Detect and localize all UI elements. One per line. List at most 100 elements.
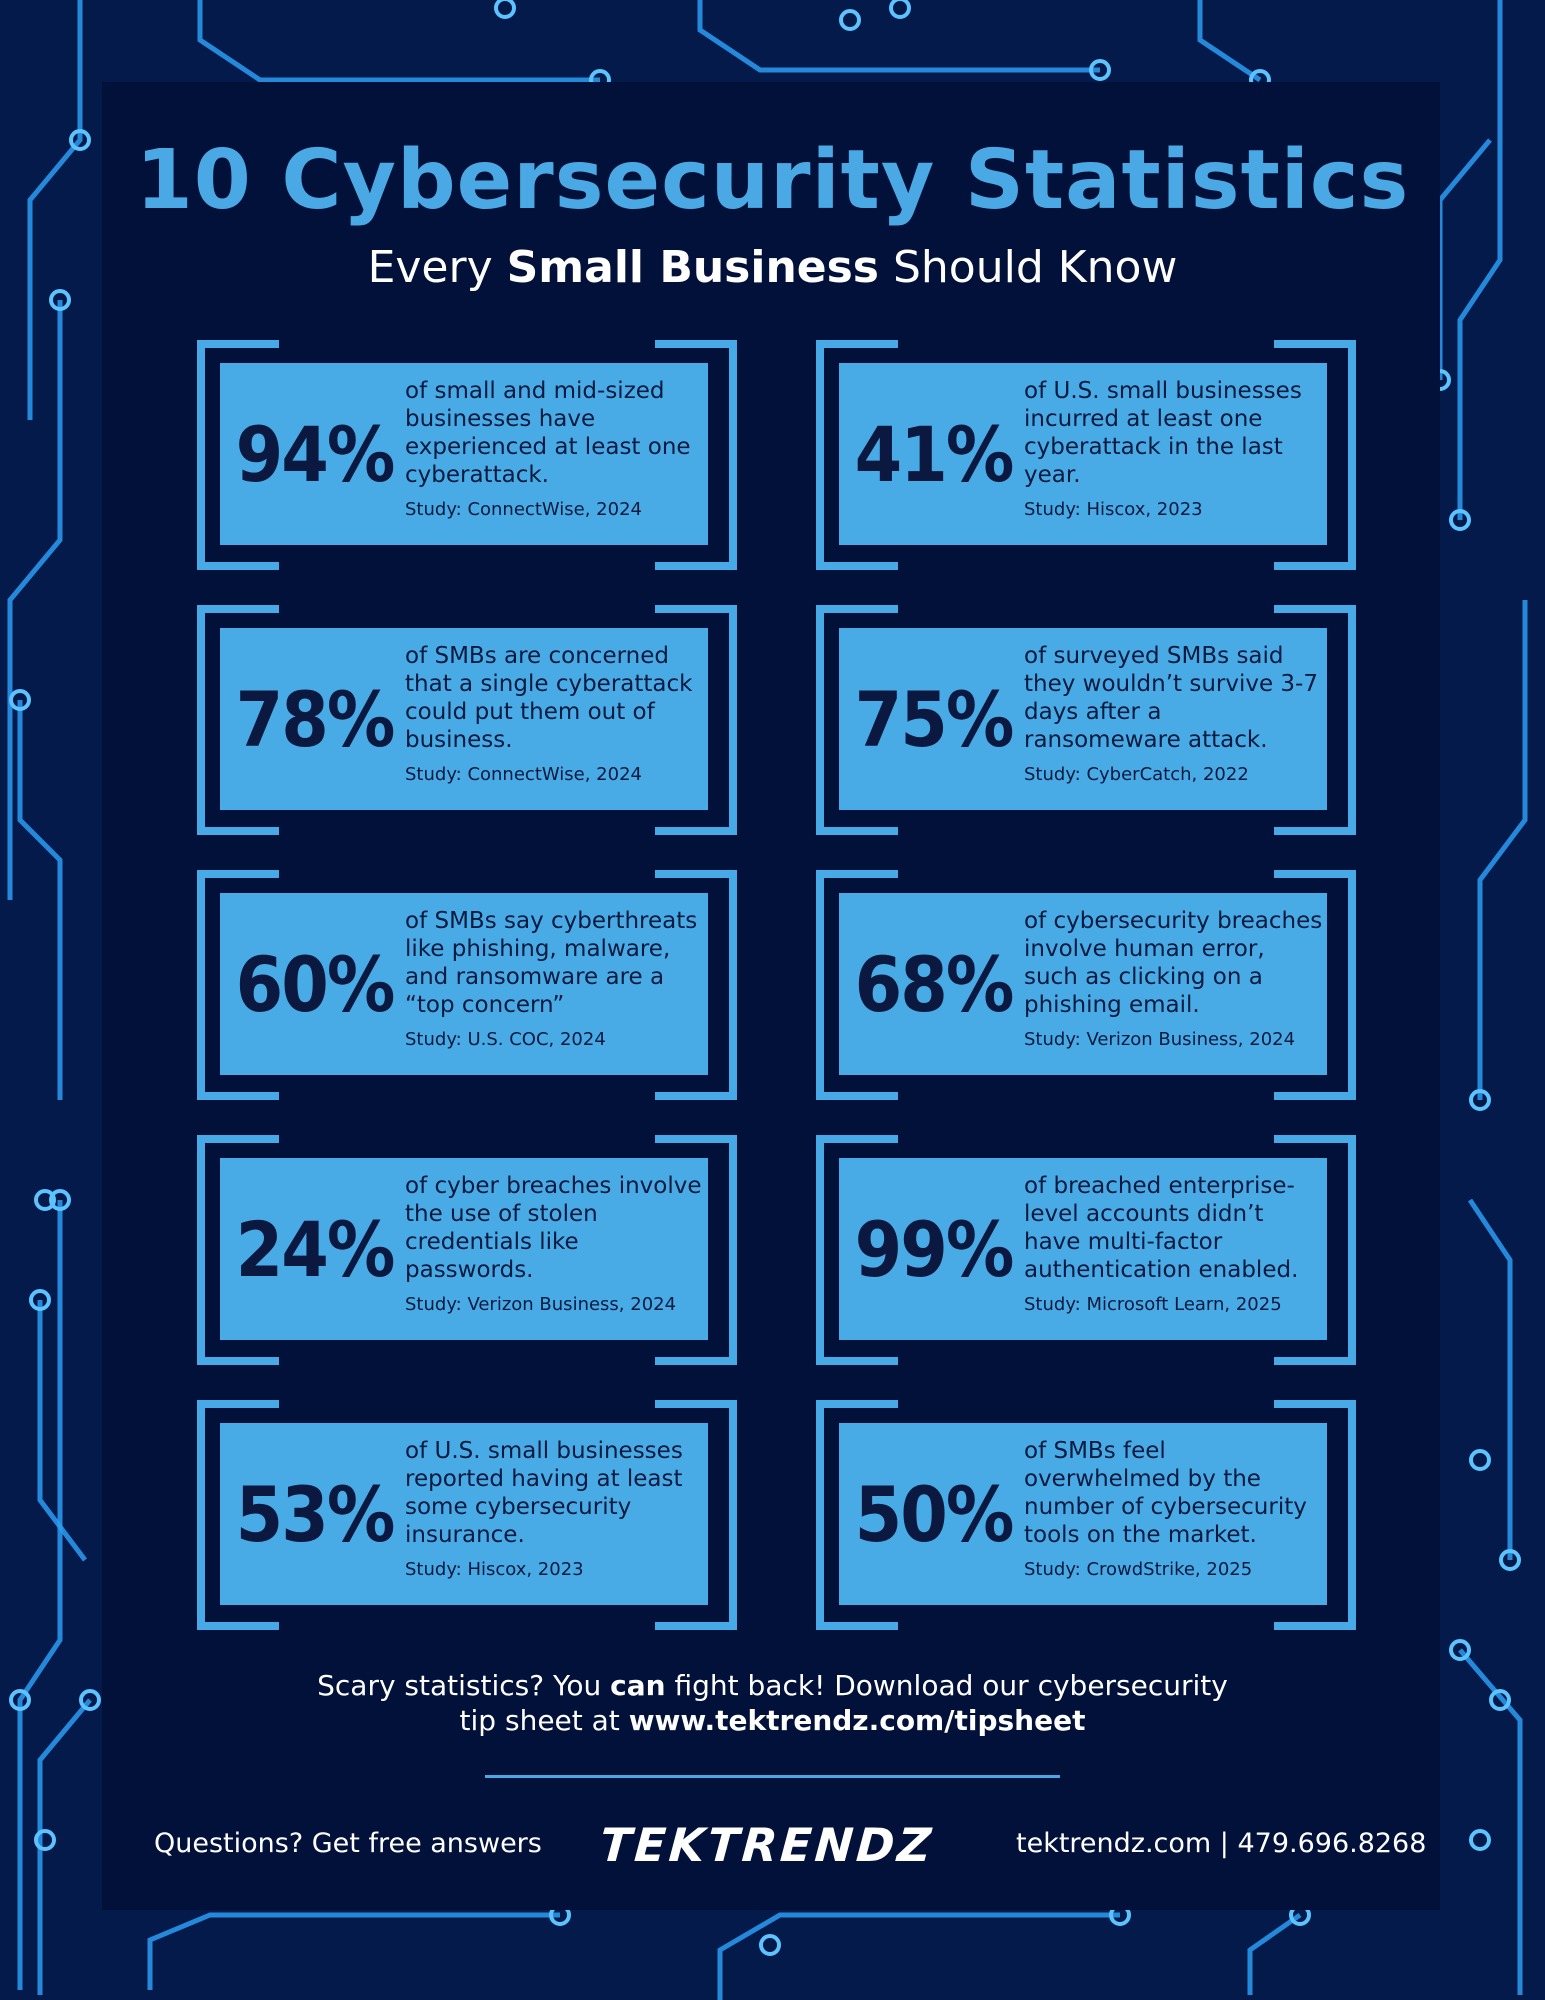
circuit-node [9, 1689, 31, 1711]
stat-card-body: 60% of SMBs say cyberthreats like phishin… [220, 893, 708, 1075]
stat-percentage: 50% [854, 1469, 1015, 1559]
card-bracket [1274, 1622, 1356, 1630]
card-bracket [197, 605, 279, 613]
footer-contact[interactable]: tektrendz.com | 479.696.8268 [1016, 1828, 1427, 1859]
stat-source: Study: Verizon Business, 2024 [405, 1294, 677, 1315]
stat-card-body: 94% of small and mid-sized businesses hav… [220, 363, 708, 545]
card-bracket [197, 1135, 279, 1143]
circuit-trace [1477, 600, 1528, 1100]
stat-source: Study: CrowdStrike, 2025 [1024, 1559, 1253, 1580]
card-bracket [729, 605, 737, 835]
card-bracket [816, 870, 898, 878]
stat-description: of cyber breaches involve the use of sto… [405, 1173, 702, 1283]
circuit-trace [37, 1698, 92, 1995]
circuit-trace [147, 1912, 560, 1990]
card-bracket [655, 1400, 737, 1408]
cta-line-2-pre: tip sheet at [459, 1704, 629, 1737]
stat-card-body: 53% of U.S. small businesses reported hav… [220, 1423, 708, 1605]
stat-description: of SMBs say cyberthreats like phishing, … [405, 908, 698, 1018]
circuit-trace [717, 1912, 1120, 2000]
stat-percentage: 68% [854, 939, 1015, 1029]
card-bracket [816, 1357, 898, 1365]
circuit-trace [17, 1200, 63, 1990]
stat-card-body: 50% of SMBs feel overwhelmed by the numbe… [839, 1423, 1327, 1605]
card-bracket [197, 605, 205, 835]
card-bracket [816, 1400, 824, 1630]
card-bracket [1274, 1400, 1356, 1408]
card-bracket [655, 1622, 737, 1630]
circuit-node [839, 9, 861, 31]
circuit-node [1449, 509, 1471, 531]
stat-percentage: 99% [854, 1204, 1015, 1294]
circuit-node [1089, 59, 1111, 81]
circuit-node [49, 1189, 71, 1211]
card-bracket [655, 605, 737, 613]
circuit-node [9, 689, 31, 711]
stat-card: 99% of breached enterprise-level accounts… [816, 1135, 1356, 1365]
stat-description: of cybersecurity breaches involve human … [1024, 908, 1323, 1018]
stat-source: Study: CyberCatch, 2022 [1024, 764, 1249, 785]
circuit-trace [1247, 1912, 1302, 1995]
stat-card: 60% of SMBs say cyberthreats like phishin… [197, 870, 737, 1100]
stat-card: 94% of small and mid-sized businesses hav… [197, 340, 737, 570]
card-bracket [816, 605, 824, 835]
circuit-trace [1458, 1648, 1523, 1995]
stat-description: of U.S. small businesses incurred at lea… [1024, 378, 1302, 488]
card-bracket [1274, 340, 1356, 348]
stat-source: Study: ConnectWise, 2024 [405, 764, 642, 785]
circuit-node [1469, 1829, 1491, 1851]
card-bracket [816, 1135, 898, 1143]
stat-source: Study: Hiscox, 2023 [405, 1559, 584, 1580]
card-bracket [197, 1092, 279, 1100]
cta-line-1-pre: Scary statistics? You [317, 1669, 611, 1702]
page-subtitle: Every Small Business Should Know [0, 246, 1545, 290]
circuit-trace [1437, 138, 1492, 380]
stat-description: of small and mid-sized businesses have e… [405, 378, 691, 488]
card-bracket [197, 870, 279, 878]
card-bracket [1274, 1357, 1356, 1365]
card-bracket [1348, 870, 1356, 1100]
card-bracket [816, 870, 824, 1100]
card-bracket [1274, 1135, 1356, 1143]
stat-card-body: 41% of U.S. small businesses incurred at … [839, 363, 1327, 545]
stat-card: 75% of surveyed SMBs said they wouldn’t s… [816, 605, 1356, 835]
stat-card-body: 24% of cyber breaches involve the use of … [220, 1158, 708, 1340]
stat-source: Study: Hiscox, 2023 [1024, 499, 1203, 520]
stat-description: of SMBs are concerned that a single cybe… [405, 643, 693, 753]
card-bracket [816, 1092, 898, 1100]
stat-card: 50% of SMBs feel overwhelmed by the numbe… [816, 1400, 1356, 1630]
card-bracket [729, 1135, 737, 1365]
footer-questions: Questions? Get free answers [154, 1828, 542, 1859]
stat-percentage: 41% [854, 409, 1015, 499]
card-bracket [816, 1400, 898, 1408]
card-bracket [197, 1357, 279, 1365]
circuit-trace [27, 0, 83, 420]
card-bracket [1348, 1400, 1356, 1630]
stat-description: of SMBs feel overwhelmed by the number o… [1024, 1438, 1307, 1548]
card-bracket [1348, 340, 1356, 570]
card-bracket [816, 605, 898, 613]
card-bracket [1274, 827, 1356, 835]
card-bracket [655, 1357, 737, 1365]
card-bracket [197, 1400, 205, 1630]
stat-percentage: 53% [235, 1469, 396, 1559]
circuit-trace [37, 1300, 87, 1562]
call-to-action: Scary statistics? You can fight back! Do… [0, 1668, 1545, 1738]
tipsheet-link[interactable]: www.tektrendz.com/tipsheet [628, 1704, 1086, 1737]
card-bracket [1348, 605, 1356, 835]
stat-card-body: 99% of breached enterprise-level accounts… [839, 1158, 1327, 1340]
card-bracket [197, 827, 279, 835]
card-bracket [816, 340, 898, 348]
stat-card: 78% of SMBs are concerned that a single c… [197, 605, 737, 835]
circuit-trace [697, 0, 1100, 73]
card-bracket [197, 1135, 205, 1365]
circuit-trace [197, 0, 600, 83]
card-bracket [1274, 1092, 1356, 1100]
circuit-node [29, 1289, 51, 1311]
stat-description: of breached enterprise-level accounts di… [1024, 1173, 1299, 1283]
circuit-node [1449, 1639, 1471, 1661]
card-bracket [1274, 562, 1356, 570]
card-bracket [729, 340, 737, 570]
card-bracket [655, 1135, 737, 1143]
